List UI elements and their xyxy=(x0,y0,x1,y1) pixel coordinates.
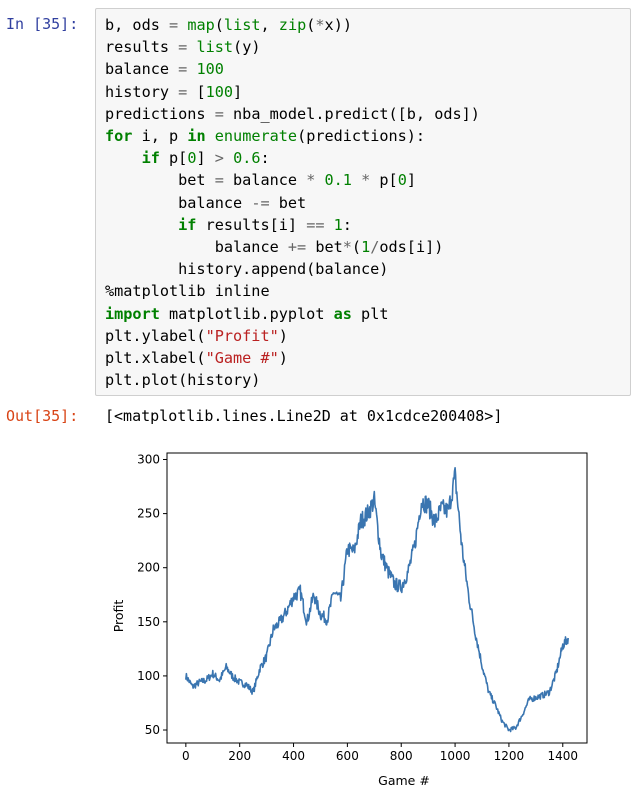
output-prompt: Out[35]: xyxy=(6,407,79,425)
y-axis-label: Profit xyxy=(111,600,126,633)
x-tick-label: 1200 xyxy=(494,749,525,763)
x-tick-label: 800 xyxy=(390,749,413,763)
input-prompt: In [35]: xyxy=(6,15,79,33)
code-line: if results[i] == 1: xyxy=(178,215,352,234)
code-line: history = [100] xyxy=(105,82,243,101)
code-line: plt.plot(history) xyxy=(105,371,261,390)
code-line: if p[0] > 0.6: xyxy=(141,149,270,168)
plot-area xyxy=(166,452,588,744)
y-tick-label: 250 xyxy=(137,507,160,521)
code-line: balance += bet*(1/ods[i]) xyxy=(105,238,444,257)
code-line: for i, p in enumerate(predictions): xyxy=(105,127,426,146)
x-tick-label: 600 xyxy=(336,749,359,763)
code-line: import matplotlib.pyplot as plt xyxy=(105,304,389,323)
code-line: results = list(y) xyxy=(105,38,261,57)
x-tick-label: 200 xyxy=(228,749,251,763)
code-line: predictions = nba_model.predict([b, ods]… xyxy=(105,104,480,123)
code-line: plt.xlabel("Game #") xyxy=(105,349,288,368)
y-tick-label: 200 xyxy=(137,561,160,575)
code-line: history.append(balance) xyxy=(105,260,389,279)
x-axis-label: Game # xyxy=(378,773,430,788)
output-text: [<matplotlib.lines.Line2D at 0x1cdce2004… xyxy=(105,407,503,425)
code-line: plt.ylabel("Profit") xyxy=(105,326,288,345)
code-line: b, ods = map(list, zip(*x)) xyxy=(105,16,352,34)
code-editor[interactable]: b, ods = map(list, zip(*x)) results = li… xyxy=(105,14,480,391)
y-tick-label: 300 xyxy=(137,452,160,466)
code-line: bet = balance * 0.1 * p[0] xyxy=(105,171,416,190)
line-chart: 0 200 400 600 800 1000 1200 1400 50 100 150 200 250 3… xyxy=(111,452,588,788)
x-tick-label: 1400 xyxy=(547,749,578,763)
y-tick-label: 100 xyxy=(137,669,160,683)
x-tick-label: 1000 xyxy=(440,749,471,763)
x-tick-label: 0 xyxy=(182,749,190,763)
code-cell[interactable] xyxy=(95,8,631,396)
code-line: balance = 100 xyxy=(105,60,224,79)
x-tick-label: 400 xyxy=(282,749,305,763)
y-tick-label: 50 xyxy=(145,723,160,737)
y-tick-label: 150 xyxy=(137,615,160,629)
code-line: %matplotlib inline xyxy=(105,282,270,301)
series-line xyxy=(185,467,569,733)
code-line: balance -= bet xyxy=(105,193,307,212)
